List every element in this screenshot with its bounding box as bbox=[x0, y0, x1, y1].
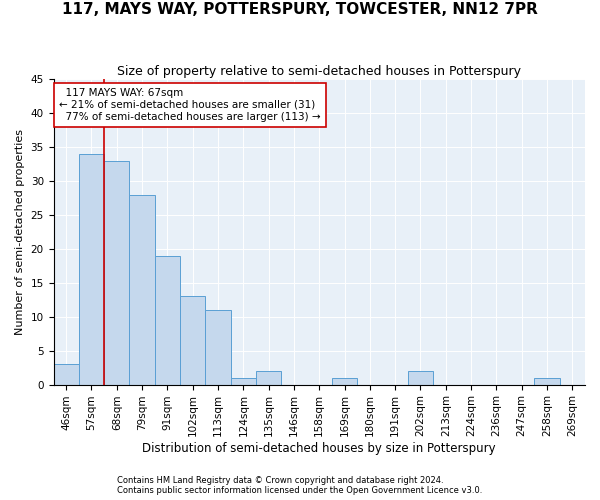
Bar bbox=[408, 371, 433, 384]
Text: 117, MAYS WAY, POTTERSPURY, TOWCESTER, NN12 7PR: 117, MAYS WAY, POTTERSPURY, TOWCESTER, N… bbox=[62, 2, 538, 18]
X-axis label: Distribution of semi-detached houses by size in Potterspury: Distribution of semi-detached houses by … bbox=[142, 442, 496, 455]
Bar bbox=[256, 371, 281, 384]
Title: Size of property relative to semi-detached houses in Potterspury: Size of property relative to semi-detach… bbox=[117, 65, 521, 78]
Bar bbox=[155, 256, 180, 384]
Text: 117 MAYS WAY: 67sqm
← 21% of semi-detached houses are smaller (31)
  77% of semi: 117 MAYS WAY: 67sqm ← 21% of semi-detach… bbox=[59, 88, 320, 122]
Y-axis label: Number of semi-detached properties: Number of semi-detached properties bbox=[15, 129, 25, 335]
Bar bbox=[104, 160, 130, 384]
Bar bbox=[332, 378, 357, 384]
Bar bbox=[230, 378, 256, 384]
Bar bbox=[53, 364, 79, 384]
Bar bbox=[180, 296, 205, 384]
Text: Contains HM Land Registry data © Crown copyright and database right 2024.
Contai: Contains HM Land Registry data © Crown c… bbox=[118, 476, 482, 495]
Bar bbox=[535, 378, 560, 384]
Bar bbox=[130, 194, 155, 384]
Bar bbox=[79, 154, 104, 384]
Bar bbox=[205, 310, 230, 384]
